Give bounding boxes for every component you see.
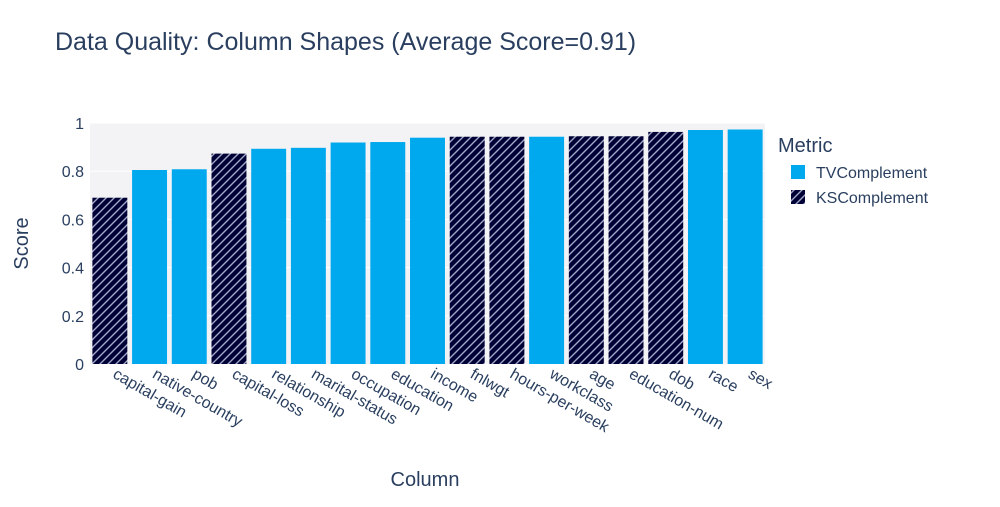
- bar-hours-per-week[interactable]: [489, 136, 525, 364]
- legend-swatch-kscomplement[interactable]: [791, 190, 805, 204]
- y-tick-label: 0.4: [62, 261, 84, 278]
- y-tick-label: 0.2: [62, 309, 84, 326]
- bar-sex[interactable]: [727, 129, 763, 364]
- bar-workclass[interactable]: [529, 136, 565, 364]
- y-tick-label: 1: [75, 116, 84, 133]
- bar-capital-gain[interactable]: [92, 197, 128, 364]
- bar-native-country[interactable]: [132, 169, 168, 364]
- bar-education[interactable]: [370, 142, 406, 364]
- chart-title: Data Quality: Column Shapes (Average Sco…: [55, 28, 636, 56]
- y-axis-title: Score: [11, 217, 33, 269]
- bar-relationship[interactable]: [251, 148, 287, 364]
- legend[interactable]: Metric TVComplement KSComplement: [778, 135, 929, 207]
- bar-dob[interactable]: [648, 131, 684, 364]
- y-tick-label: 0.6: [62, 212, 84, 229]
- bars: [92, 129, 763, 364]
- y-axis-ticks: 0 0.2 0.4 0.6 0.8 1: [62, 116, 84, 374]
- bar-education-num[interactable]: [608, 136, 644, 364]
- y-tick-label: 0: [75, 357, 84, 374]
- legend-label-kscomplement[interactable]: KSComplement: [816, 190, 929, 207]
- x-tick-label: race: [705, 366, 741, 396]
- legend-label-tvcomplement[interactable]: TVComplement: [816, 165, 928, 182]
- bar-marital-status[interactable]: [290, 147, 326, 364]
- bar-income[interactable]: [410, 137, 445, 364]
- y-tick-label: 0.8: [62, 164, 84, 181]
- bar-fnlwgt[interactable]: [449, 136, 485, 364]
- bar-pob[interactable]: [171, 169, 207, 364]
- bar-capital-loss[interactable]: [211, 153, 247, 364]
- bar-age[interactable]: [568, 136, 604, 364]
- bar-occupation[interactable]: [330, 142, 366, 364]
- bar-race[interactable]: [687, 129, 723, 364]
- x-axis-title: Column: [391, 469, 460, 491]
- legend-title: Metric: [778, 135, 832, 157]
- x-tick-label: sex: [745, 366, 775, 393]
- legend-swatch-tvcomplement[interactable]: [791, 165, 805, 179]
